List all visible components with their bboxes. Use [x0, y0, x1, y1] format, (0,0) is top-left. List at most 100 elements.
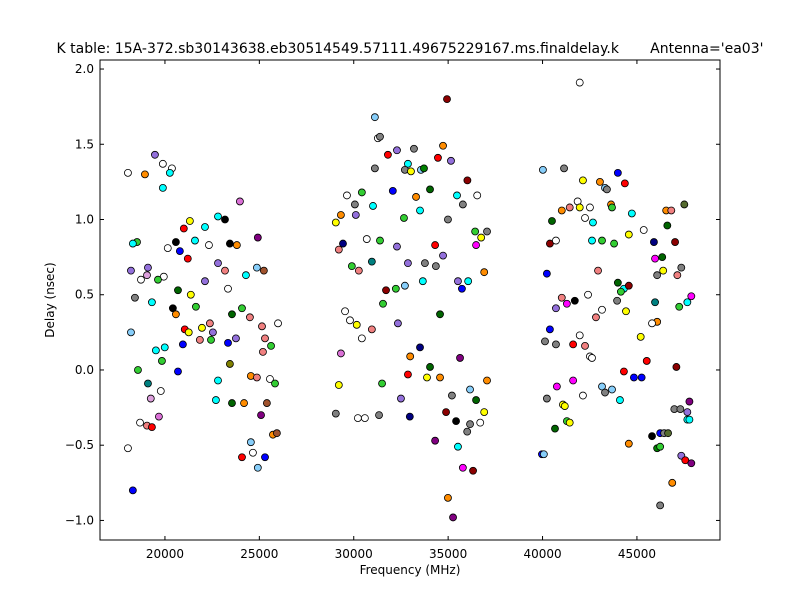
point — [407, 167, 415, 176]
point — [242, 271, 250, 280]
y-tick-label: 0.0 — [75, 363, 94, 377]
point — [624, 439, 633, 448]
x-tick-label: 25000 — [240, 547, 278, 561]
point — [624, 281, 633, 290]
point — [384, 150, 392, 159]
point — [586, 203, 594, 212]
point — [581, 214, 589, 222]
point — [261, 453, 269, 462]
point — [598, 382, 606, 391]
point — [685, 415, 694, 424]
point — [588, 236, 596, 245]
point — [232, 241, 241, 249]
point — [579, 391, 587, 400]
point — [257, 411, 265, 420]
point — [221, 215, 229, 224]
point — [354, 266, 363, 275]
point — [238, 453, 246, 462]
point — [391, 284, 400, 293]
x-tick-label: 40000 — [523, 547, 561, 561]
point — [179, 224, 188, 233]
point — [668, 478, 677, 487]
point — [418, 277, 427, 286]
point — [249, 448, 257, 457]
point — [447, 156, 455, 165]
point — [378, 379, 386, 388]
point — [394, 319, 402, 328]
point — [613, 296, 622, 305]
point — [542, 269, 551, 278]
point — [253, 463, 262, 472]
point — [594, 266, 602, 275]
point — [552, 382, 561, 391]
point — [552, 340, 560, 349]
point — [416, 343, 424, 352]
point — [683, 298, 692, 307]
point — [444, 215, 452, 224]
point — [616, 287, 625, 296]
point — [421, 259, 429, 268]
point — [178, 340, 187, 349]
point — [362, 235, 371, 243]
point — [353, 414, 362, 423]
point — [659, 266, 668, 275]
point — [214, 212, 222, 221]
point — [144, 379, 152, 388]
x-tick-label: 35000 — [429, 547, 467, 561]
point — [671, 238, 679, 246]
y-tick-label: 1.0 — [75, 212, 94, 226]
point — [449, 513, 457, 522]
point — [630, 373, 638, 382]
point — [637, 373, 646, 382]
point — [334, 381, 343, 389]
point — [656, 442, 665, 451]
point — [575, 203, 584, 212]
point — [191, 236, 199, 245]
point — [545, 325, 554, 334]
point — [480, 408, 489, 417]
point — [579, 176, 587, 185]
point — [664, 429, 672, 438]
point — [439, 141, 447, 150]
point — [431, 241, 440, 249]
point — [480, 268, 489, 277]
point — [406, 352, 415, 361]
point — [195, 335, 204, 344]
point — [452, 417, 460, 426]
point — [393, 146, 401, 155]
point — [404, 259, 412, 268]
point — [683, 408, 692, 417]
point — [596, 177, 604, 186]
point — [423, 373, 431, 382]
point — [622, 307, 630, 316]
point — [592, 313, 600, 322]
point — [175, 247, 184, 255]
point — [183, 254, 192, 263]
point — [624, 230, 633, 239]
point — [431, 262, 440, 271]
point — [367, 257, 376, 266]
point — [174, 286, 182, 295]
point — [466, 420, 474, 429]
point — [151, 150, 159, 159]
point — [393, 242, 401, 251]
y-tick-label: 1.5 — [75, 137, 94, 151]
point — [148, 423, 156, 432]
point — [454, 277, 462, 286]
point — [261, 334, 269, 343]
point — [458, 463, 467, 472]
point — [400, 214, 408, 222]
point — [472, 396, 480, 404]
point — [471, 227, 480, 236]
point — [476, 418, 485, 427]
point — [154, 275, 162, 284]
point — [575, 78, 584, 87]
point — [453, 191, 461, 200]
point — [687, 292, 696, 301]
point — [405, 412, 414, 421]
point — [648, 319, 656, 328]
point — [201, 223, 209, 231]
point — [620, 367, 628, 376]
point — [163, 244, 172, 252]
point — [639, 226, 648, 234]
